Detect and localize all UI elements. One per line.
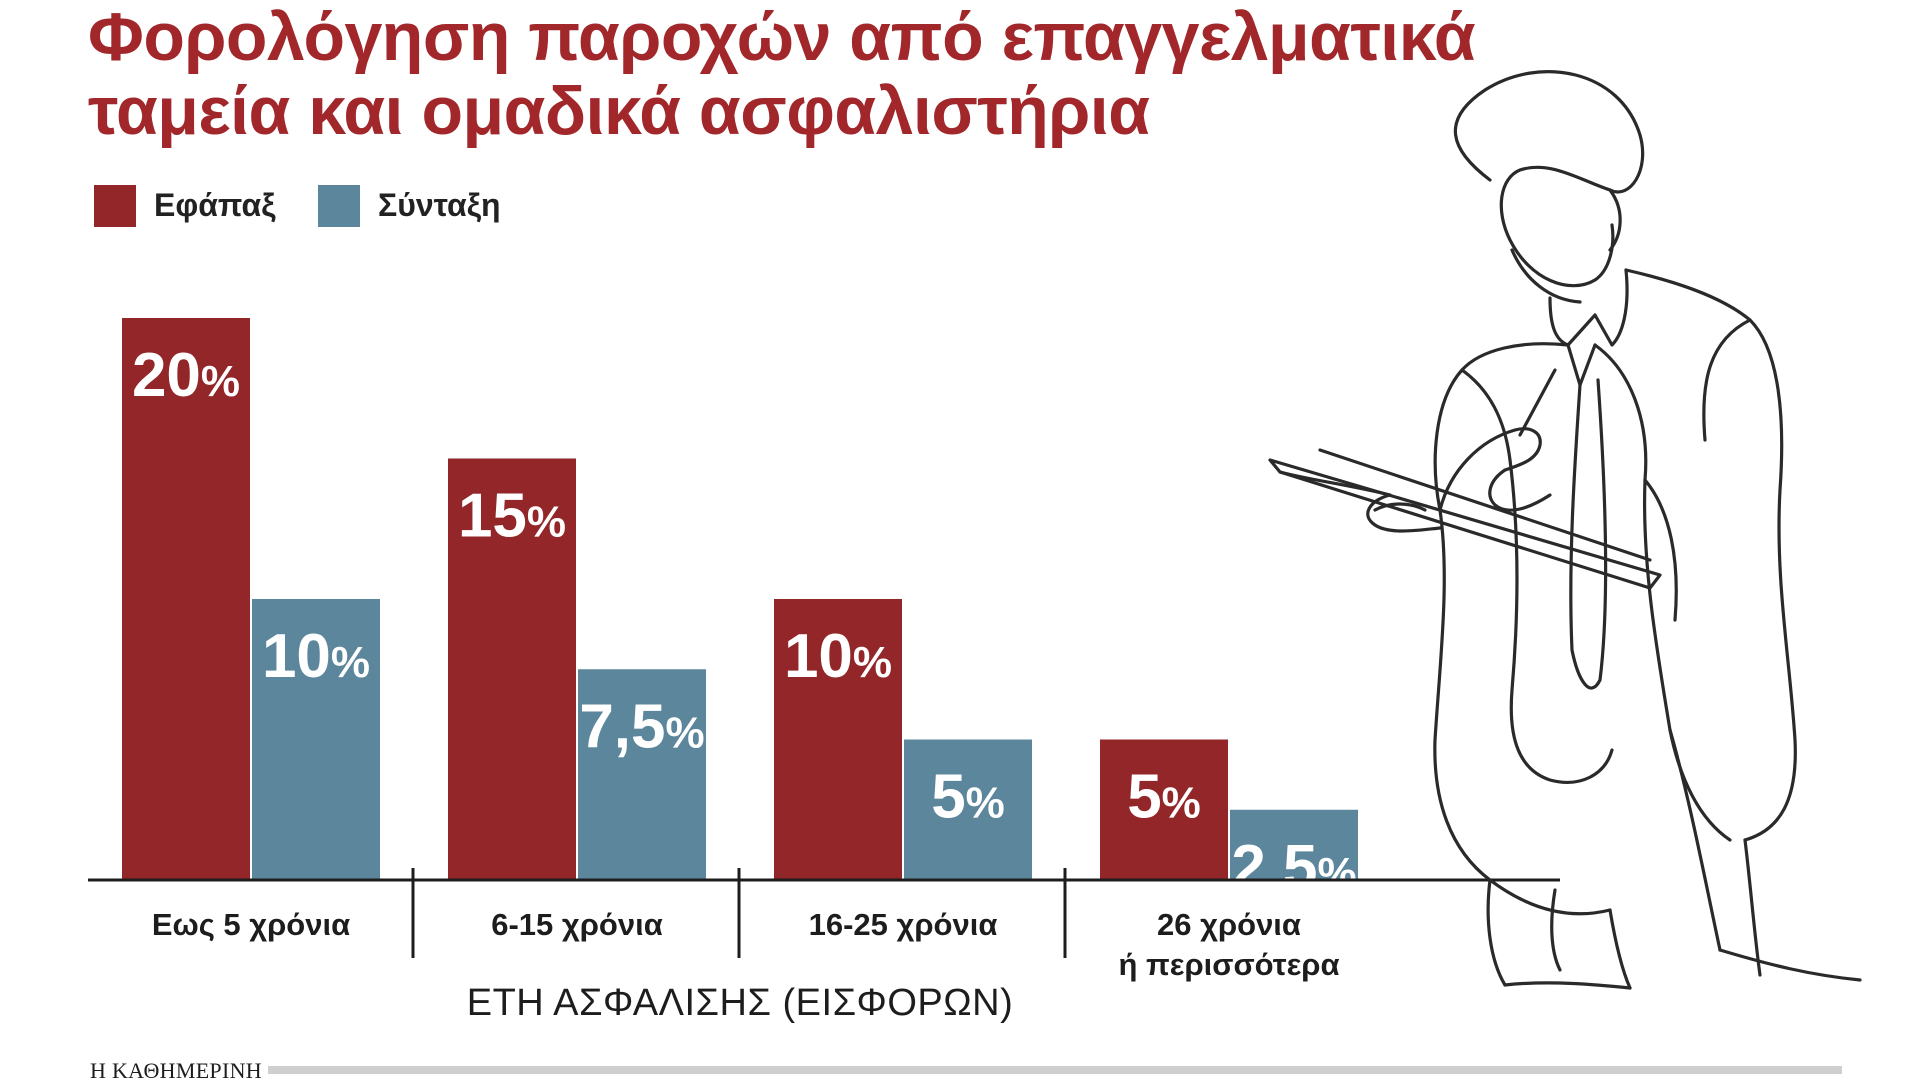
bar-efapax-4 [1100,739,1228,880]
category-labels-group: Εως 5 χρόνια 6-15 χρόνια 16-25 χρόνια 26 χρ… [152,907,1340,982]
x-axis [88,868,1560,958]
category-label-2: 6-15 χρόνια [491,907,663,942]
category-label-4-line-1: 26 χρόνια [1157,907,1301,942]
bar-value-label-syntaxi-4: 2,5% [1231,833,1356,902]
bar-value-label-efapax-1: 20% [132,341,240,410]
bar-value-label-efapax-3: 10% [784,622,892,691]
legend-swatch-efapax [94,185,136,227]
bar-efapax-1 [122,318,250,880]
bar-value-label-syntaxi-2: 7,5% [579,692,704,761]
bar-syntaxi-3 [904,739,1032,880]
chart-title: Φορολόγηση παροχών από επαγγελματικά ταμ… [88,0,1476,149]
bars-group [122,318,1358,880]
category-label-3: 16-25 χρόνια [809,907,998,942]
businessman-with-tablet-icon [1268,70,1862,990]
bar-efapax-3 [774,599,902,880]
bar-labels-group: 20% 10% 15% 7,5% 10% 5% 5% 2,5% [132,341,1357,902]
bar-syntaxi-2 [578,669,706,880]
bar-value-label-efapax-4: 5% [1127,763,1201,832]
bar-value-label-efapax-2: 15% [458,482,566,551]
legend-swatch-syntaxi [318,185,360,227]
category-label-1: Εως 5 χρόνια [152,907,350,942]
chart-title-line-2: ταμεία και ομαδικά ασφαλιστήρια [88,73,1150,149]
bar-value-label-syntaxi-3: 5% [931,763,1005,832]
category-label-4-line-2: ή περισσότερα [1118,947,1339,982]
bar-syntaxi-4 [1230,809,1358,880]
bar-syntaxi-1 [252,599,380,880]
legend-label-syntaxi: Σύνταξη [378,187,501,223]
source-credit: Η ΚΑΘΗΜΕΡΙΝΗ [90,1058,262,1083]
x-axis-title: ΕΤΗ ΑΣΦΑΛΙΣΗΣ (ΕΙΣΦΟΡΩΝ) [466,982,1014,1024]
bar-value-label-syntaxi-1: 10% [262,622,370,691]
chart-title-line-1: Φορολόγηση παροχών από επαγγελματικά [88,0,1476,75]
source-divider [268,1066,1842,1074]
legend-label-efapax: Εφάπαξ [154,187,276,223]
bar-efapax-2 [448,458,576,880]
